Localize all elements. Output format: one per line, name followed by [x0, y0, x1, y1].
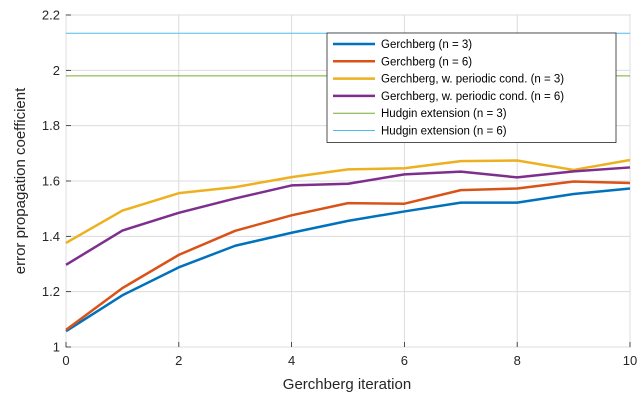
y-tick-label: 2 [53, 63, 60, 78]
x-tick-label: 8 [514, 353, 521, 368]
legend-entry-label: Hudgin extension (n = 3) [381, 108, 507, 120]
y-tick-label: 2.2 [42, 8, 60, 23]
y-tick-label: 1 [53, 340, 60, 355]
x-axis-label: Gerchberg iteration [283, 376, 411, 393]
series-line [65, 180, 631, 331]
x-tick-label: 6 [401, 353, 408, 368]
series-line [65, 187, 631, 333]
legend-entry-label: Gerchberg, w. periodic cond. (n = 6) [381, 91, 564, 103]
y-axis-label: error propagation coefficient [12, 87, 29, 274]
legend-entry-label: Gerchberg, w. periodic cond. (n = 3) [381, 74, 564, 86]
legend-box [326, 32, 617, 143]
legend-entry-label: Hudgin extension (n = 6) [381, 126, 507, 138]
y-tick-label: 1.8 [42, 118, 60, 133]
x-tick-label: 2 [175, 353, 182, 368]
axis-ticks: 0 2 4 6 8 10 1 1.2 1.4 1.6 1.8 2 2.2 [42, 8, 637, 369]
y-tick-label: 1.4 [42, 229, 60, 244]
x-tick-label: 10 [623, 353, 637, 368]
series-line [65, 166, 631, 266]
series-line [65, 158, 631, 245]
y-tick-label: 1.2 [42, 284, 60, 299]
x-tick-label: 4 [288, 353, 295, 368]
legend-entry-label: Gerchberg (n = 3) [381, 39, 472, 51]
legend-entry-label: Gerchberg (n = 6) [381, 56, 472, 68]
y-tick-label: 1.6 [42, 174, 60, 189]
legend: Gerchberg (n = 3) Gerchberg (n = 6) Gerchb… [326, 32, 617, 143]
x-tick-label: 0 [62, 353, 69, 368]
